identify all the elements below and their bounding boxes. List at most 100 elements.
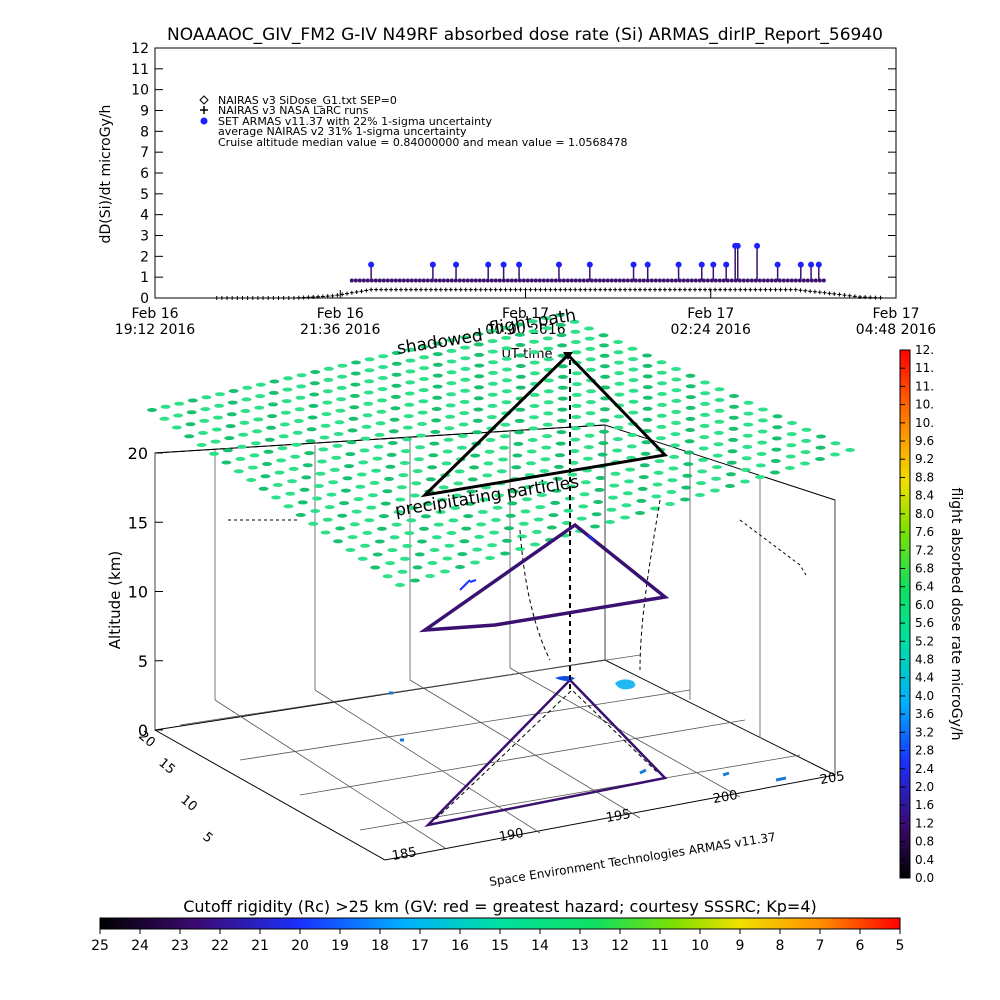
cutoff-cell <box>376 409 387 414</box>
nairas-larc-point <box>528 287 533 292</box>
cutoff-cell <box>700 391 711 396</box>
cutoff-cell <box>512 453 523 458</box>
cutoff-cell <box>595 476 606 480</box>
dose-tick-label: 4.4 <box>915 671 934 685</box>
armas-cruise-point <box>721 278 726 283</box>
cutoff-cell <box>671 377 682 382</box>
cutoff-cell <box>527 319 538 324</box>
cutoff-cell <box>405 369 416 374</box>
nairas-larc-point <box>255 296 260 300</box>
cutoff-cell <box>160 404 171 409</box>
armas-cruise-point <box>477 278 482 283</box>
cutoff-cell <box>295 395 306 400</box>
cutoff-cell <box>557 364 568 369</box>
cutoff-cell <box>585 367 596 372</box>
cutoff-cell <box>351 509 362 514</box>
cutoff-cell <box>557 385 568 390</box>
cutoff-cell <box>337 513 348 518</box>
dose-tick-label: 9.6 <box>915 434 934 448</box>
cutoff-cell <box>385 464 396 469</box>
nairas-larc-point <box>682 287 687 292</box>
lat-tick-label: 5 <box>199 830 215 847</box>
nairas-larc-point <box>677 287 682 292</box>
cutoff-cell <box>224 436 235 441</box>
cutoff-cell <box>501 346 512 351</box>
cutoff-cell <box>571 415 582 419</box>
cutoff-cell <box>529 392 540 397</box>
cutoff-cell <box>431 407 442 411</box>
cutoff-cell <box>351 360 361 365</box>
cutoff-cell <box>233 469 244 474</box>
cutoff-cell <box>419 377 429 381</box>
armas-cruise-point <box>361 278 366 283</box>
cutoff-cell <box>695 493 705 497</box>
cutoff-cell <box>308 403 319 408</box>
cutoff-cell <box>726 472 736 477</box>
cutoff-cell <box>542 434 553 439</box>
cutoff-tick-label: 14 <box>531 938 549 954</box>
nairas-larc-point <box>311 294 316 299</box>
cutoff-cell <box>412 469 423 474</box>
nairas-larc-point <box>225 296 230 300</box>
dose-tick-label: 0.4 <box>915 853 934 867</box>
scene-z-axis-label: Altitude (km) <box>106 551 124 649</box>
armas-point <box>630 261 637 268</box>
cutoff-cell <box>712 465 722 470</box>
cutoff-cell <box>387 548 398 553</box>
cutoff-tick-label: 18 <box>371 938 389 954</box>
nairas-larc-point <box>473 287 478 292</box>
cutoff-cell <box>642 417 653 422</box>
cutoff-cell <box>728 426 739 431</box>
cutoff-cell <box>626 444 637 449</box>
armas-cruise-point <box>577 278 582 283</box>
armas-cruise-point <box>581 278 586 283</box>
cutoff-cell <box>320 530 331 535</box>
cutoff-cell <box>309 392 320 397</box>
cutoff-cell <box>374 432 385 437</box>
cutoff-cell <box>408 505 419 510</box>
y-tick-label: 5 <box>140 187 149 203</box>
cutoff-cell <box>477 509 488 514</box>
cutoff-cell <box>557 374 568 379</box>
cutoff-cell <box>405 358 416 363</box>
dose-tick-label: 6.0 <box>915 598 934 612</box>
nairas-larc-point <box>652 287 657 292</box>
armas-cruise-point <box>769 278 774 283</box>
cutoff-cell <box>438 485 449 490</box>
cutoff-cell <box>487 339 498 344</box>
cutoff-cell <box>515 374 526 379</box>
cutoff-cell <box>531 529 542 534</box>
x-tick-label-time: 19:12 2016 <box>115 322 196 338</box>
cutoff-cell <box>399 556 410 561</box>
cutoff-cell <box>700 412 710 417</box>
cutoff-cell <box>171 425 182 430</box>
cutoff-cell <box>451 493 462 498</box>
cutoff-cell <box>801 438 812 443</box>
cutoff-cell <box>446 370 457 375</box>
flight-path-line-top <box>420 352 669 498</box>
nairas-larc-point <box>235 296 240 300</box>
armas-point <box>368 261 375 268</box>
armas-cruise-point <box>457 278 462 283</box>
armas-cruise-point <box>637 278 642 283</box>
nairas-larc-point <box>558 287 563 292</box>
cutoff-tick-label: 6 <box>856 938 865 954</box>
armas-cruise-point <box>377 278 382 283</box>
cutoff-cell <box>654 459 665 464</box>
nairas-larc-point <box>478 287 483 292</box>
armas-cruise-point <box>421 278 426 283</box>
cutoff-cell <box>500 551 510 556</box>
cutoff-cell <box>225 424 236 429</box>
cutoff-cell <box>357 556 368 561</box>
cutoff-cell <box>402 437 412 442</box>
cutoff-cell <box>446 381 457 386</box>
nairas-larc-point <box>553 287 558 292</box>
cutoff-cell <box>473 407 484 412</box>
cutoff-cell <box>404 531 415 536</box>
nairas-larc-point <box>832 291 837 296</box>
nairas-larc-point <box>773 287 778 292</box>
dose-tick-label: 2.8 <box>915 744 934 758</box>
armas-cruise-point <box>537 278 542 283</box>
cutoff-cell <box>557 343 568 348</box>
